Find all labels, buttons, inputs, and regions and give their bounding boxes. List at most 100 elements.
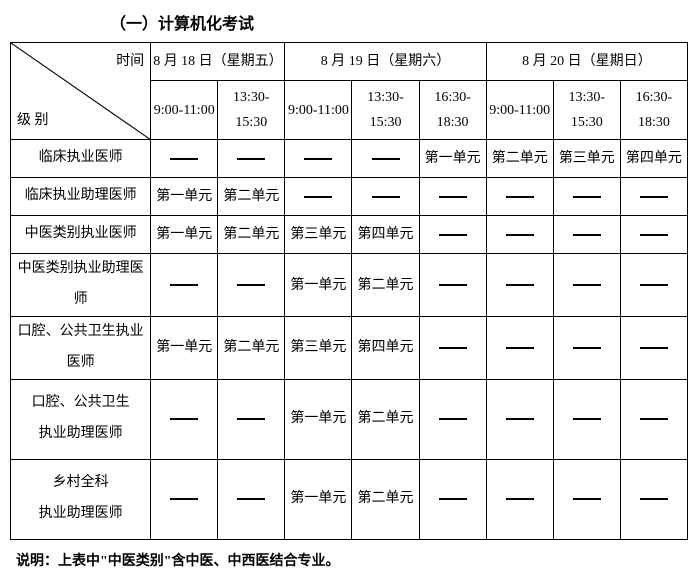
cell <box>486 316 553 379</box>
cell: 第一单元 <box>285 459 352 539</box>
dash-icon <box>372 196 400 198</box>
dash-icon <box>439 196 467 198</box>
dash-icon <box>640 234 668 236</box>
dash-icon <box>439 498 467 500</box>
cell: 第二单元 <box>486 140 553 178</box>
header-day3: 8 月 20 日（星期日） <box>486 43 687 81</box>
cell: 第四单元 <box>352 316 419 379</box>
cell: 第四单元 <box>620 140 687 178</box>
section-title: （一）计算机化考试 <box>10 10 688 42</box>
row-label: 中医类别执业医师 <box>11 216 151 254</box>
cell <box>151 379 218 459</box>
dash-icon <box>506 234 534 236</box>
cell: 第二单元 <box>218 216 285 254</box>
cell <box>620 379 687 459</box>
cell <box>486 216 553 254</box>
dash-icon <box>439 234 467 236</box>
cell <box>285 140 352 178</box>
dash-icon <box>640 196 668 198</box>
cell <box>419 178 486 216</box>
header-category-label: 级 别 <box>17 108 49 133</box>
dash-icon <box>573 196 601 198</box>
cell <box>620 316 687 379</box>
cell <box>419 459 486 539</box>
header-slot: 16:30-18:30 <box>620 81 687 140</box>
dash-icon <box>573 347 601 349</box>
dash-icon <box>237 498 265 500</box>
row-label-line: 口腔、公共卫生 <box>32 395 130 410</box>
cell <box>218 254 285 317</box>
cell <box>419 316 486 379</box>
cell <box>620 254 687 317</box>
cell: 第一单元 <box>285 379 352 459</box>
header-day1: 8 月 18 日（星期五） <box>151 43 285 81</box>
cell <box>620 459 687 539</box>
dash-icon <box>506 284 534 286</box>
cell <box>419 379 486 459</box>
dash-icon <box>506 196 534 198</box>
header-time-label: 时间 <box>116 49 144 74</box>
cell: 第三单元 <box>285 316 352 379</box>
dash-icon <box>372 158 400 160</box>
row-label: 口腔、公共卫生 执业助理医师 <box>11 379 151 459</box>
dash-icon <box>573 498 601 500</box>
dash-icon <box>439 284 467 286</box>
cell <box>486 459 553 539</box>
header-day2: 8 月 19 日（星期六） <box>285 43 486 81</box>
cell <box>553 379 620 459</box>
cell: 第四单元 <box>352 216 419 254</box>
cell <box>218 379 285 459</box>
cell <box>553 316 620 379</box>
cell: 第一单元 <box>151 316 218 379</box>
dash-icon <box>170 284 198 286</box>
dash-icon <box>170 498 198 500</box>
dash-icon <box>640 347 668 349</box>
dash-icon <box>573 234 601 236</box>
header-slot: 13:30-15:30 <box>553 81 620 140</box>
cell: 第三单元 <box>285 216 352 254</box>
dash-icon <box>506 347 534 349</box>
row-label: 口腔、公共卫生执业医师 <box>11 316 151 379</box>
cell <box>553 216 620 254</box>
dash-icon <box>573 284 601 286</box>
header-slot: 13:30-15:30 <box>352 81 419 140</box>
cell: 第一单元 <box>151 178 218 216</box>
row-label: 中医类别执业助理医师 <box>11 254 151 317</box>
cell <box>419 216 486 254</box>
header-slot: 16:30-18:30 <box>419 81 486 140</box>
cell: 第一单元 <box>419 140 486 178</box>
dash-icon <box>506 418 534 420</box>
cell <box>151 254 218 317</box>
cell: 第二单元 <box>218 316 285 379</box>
cell <box>486 254 553 317</box>
schedule-table: 时间 级 别 8 月 18 日（星期五） 8 月 19 日（星期六） 8 月 2… <box>10 42 688 540</box>
cell <box>285 178 352 216</box>
row-label: 临床执业助理医师 <box>11 178 151 216</box>
cell <box>419 254 486 317</box>
dash-icon <box>640 418 668 420</box>
row-label-line: 执业助理医师 <box>39 426 123 441</box>
dash-icon <box>640 498 668 500</box>
dash-icon <box>573 418 601 420</box>
cell <box>218 459 285 539</box>
header-slot: 9:00-11:00 <box>285 81 352 140</box>
cell: 第二单元 <box>352 254 419 317</box>
cell <box>352 140 419 178</box>
cell <box>486 379 553 459</box>
cell <box>486 178 553 216</box>
dash-icon <box>304 196 332 198</box>
dash-icon <box>170 158 198 160</box>
cell <box>553 459 620 539</box>
dash-icon <box>439 418 467 420</box>
header-slot: 9:00-11:00 <box>486 81 553 140</box>
cell: 第一单元 <box>151 216 218 254</box>
cell <box>352 178 419 216</box>
cell: 第一单元 <box>285 254 352 317</box>
dash-icon <box>237 158 265 160</box>
footnote: 说明：上表中"中医类别"含中医、中西医结合专业。 <box>10 540 688 570</box>
cell <box>620 178 687 216</box>
cell: 第二单元 <box>218 178 285 216</box>
dash-icon <box>640 284 668 286</box>
row-label: 临床执业医师 <box>11 140 151 178</box>
dash-icon <box>439 347 467 349</box>
